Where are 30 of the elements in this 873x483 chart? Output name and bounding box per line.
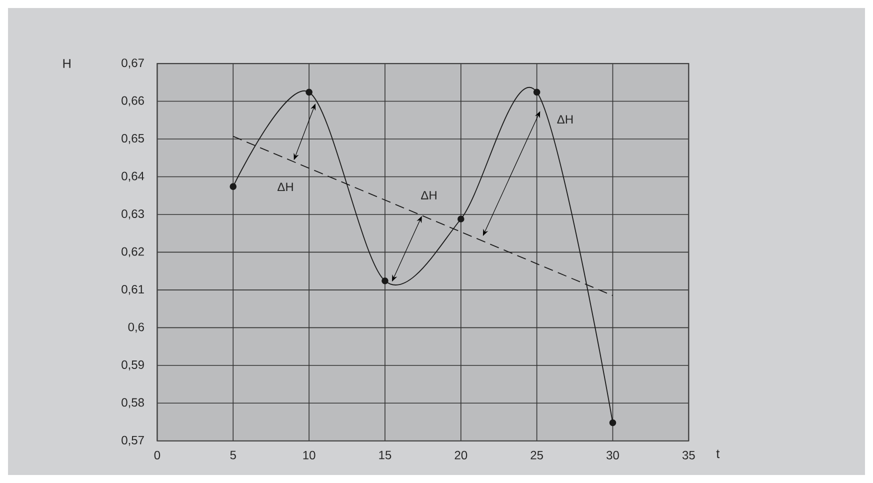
x-tick-label: 30 xyxy=(606,450,619,460)
y-tick-label: 0,58 xyxy=(122,398,144,408)
point xyxy=(533,88,540,96)
y-tick-label: 0,67 xyxy=(122,58,144,68)
y-tick-label: 0,62 xyxy=(122,247,144,258)
point xyxy=(609,419,616,426)
y-tick-label: 0,64 xyxy=(122,172,144,182)
annotation: ΔH xyxy=(278,182,293,192)
annotation: ΔH xyxy=(557,115,573,124)
x-tick-label: 20 xyxy=(454,450,468,460)
y-tick-label: 0,66 xyxy=(122,96,144,106)
x-axis-title: t xyxy=(716,450,720,458)
x-tick-label: 10 xyxy=(303,450,316,460)
x-tick-label: 15 xyxy=(379,450,392,460)
y-tick-label: 0,57 xyxy=(122,436,144,446)
x-tick-label: 35 xyxy=(682,450,695,460)
y-tick-label: 0,6 xyxy=(128,322,144,333)
point xyxy=(230,183,237,190)
y-tick-label: 0,65 xyxy=(122,134,144,144)
point xyxy=(458,216,464,222)
y-tick-label: 0,59 xyxy=(122,360,144,370)
x-tick-label: 5 xyxy=(230,450,236,460)
x-tick-label: 25 xyxy=(530,450,543,460)
y-axis-title: H xyxy=(63,59,70,68)
annotation: ΔH xyxy=(421,191,436,200)
x-tick-label: 0 xyxy=(154,450,160,460)
y-tick-label: 0,63 xyxy=(122,210,144,220)
point xyxy=(306,88,312,96)
y-tick-label: 0,61 xyxy=(122,284,144,295)
point xyxy=(382,277,388,284)
